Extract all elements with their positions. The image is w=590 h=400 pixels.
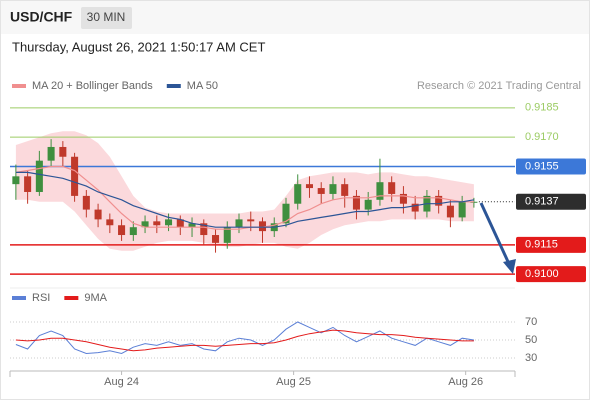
candle-body <box>294 184 302 204</box>
candle-body <box>305 184 313 189</box>
candle-body <box>200 223 208 236</box>
interval-pill[interactable] <box>81 7 132 29</box>
y-tick-label: 30 <box>525 352 537 364</box>
level-label-box <box>516 266 586 283</box>
candle-body <box>341 184 349 196</box>
candle-body <box>118 225 126 236</box>
candle-body <box>282 203 290 224</box>
indicator-line <box>15 165 474 230</box>
candle-body <box>59 146 67 157</box>
candle-body <box>446 205 454 218</box>
candle-body <box>129 227 137 236</box>
candle-body <box>176 219 184 228</box>
level-label-box <box>516 158 586 175</box>
legend-label: RSI <box>32 292 50 304</box>
bollinger-band <box>15 131 474 251</box>
level-label: 0.9100 <box>525 268 559 280</box>
interval[interactable]: 30 MIN <box>87 10 126 24</box>
legend-label: MA 50 <box>187 80 218 92</box>
y-tick-label: 50 <box>525 334 537 346</box>
candle-body <box>71 156 79 196</box>
legend-swatch <box>12 296 26 300</box>
level-label: 0.9185 <box>525 102 559 114</box>
candle-body <box>188 223 196 228</box>
legend-label: 9MA <box>84 292 107 304</box>
forecast-arrow <box>479 202 512 267</box>
candle-body <box>223 227 231 243</box>
legend-label: MA 20 + Bollinger Bands <box>32 80 153 92</box>
symbol: USD/CHF <box>10 9 73 25</box>
x-tick-label: Aug 25 <box>276 376 311 388</box>
level-label: 0.9170 <box>525 131 559 143</box>
level-label-box <box>516 193 586 210</box>
legend-swatch <box>12 84 26 88</box>
candle-body <box>399 193 407 204</box>
candle-body <box>35 160 43 192</box>
forecast-arrowhead <box>503 259 516 274</box>
candle-body <box>141 221 149 228</box>
rsi-line <box>15 321 474 355</box>
candle-body <box>247 219 255 222</box>
x-tick-label: Aug 26 <box>448 376 483 388</box>
candle-body <box>317 188 325 194</box>
candle-body <box>411 203 419 212</box>
y-tick-label: 70 <box>525 316 537 328</box>
candle-body <box>388 182 396 194</box>
timestamp: Thursday, August 26, 2021 1:50:17 AM CET <box>12 39 265 54</box>
candle-body <box>435 195 443 206</box>
candle-body <box>24 176 32 192</box>
candle-body <box>12 176 20 185</box>
candle-body <box>47 146 55 161</box>
candle-body <box>165 219 173 226</box>
level-label-box <box>516 236 586 253</box>
rsi-line <box>15 329 474 352</box>
candle-body <box>212 235 220 243</box>
legend-swatch <box>64 296 79 300</box>
x-tick-label: Aug 24 <box>104 376 139 388</box>
candle-body <box>376 182 384 200</box>
candle-body <box>235 219 243 228</box>
candle-body <box>364 199 372 210</box>
candle-body <box>153 221 161 226</box>
candle-body <box>106 219 114 226</box>
candle-body <box>82 195 90 210</box>
indicator-line <box>15 171 475 228</box>
candle-body <box>352 195 360 210</box>
level-label: 0.9115 <box>525 239 558 251</box>
candle-body <box>258 221 267 232</box>
legend-swatch <box>166 84 181 88</box>
candle-body <box>329 184 337 194</box>
candle-body <box>94 209 102 220</box>
candle-body <box>458 201 466 218</box>
credit: Research © 2021 Trading Central <box>417 80 581 92</box>
level-label: 0.9137 <box>525 196 559 208</box>
level-label: 0.9155 <box>525 160 559 172</box>
